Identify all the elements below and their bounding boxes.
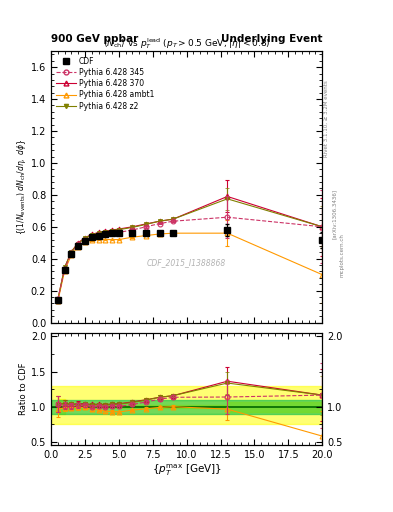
Bar [51,386,322,424]
Bar [51,400,322,414]
Text: Rivet 3.1.10, ≥ 3.2M events: Rivet 3.1.10, ≥ 3.2M events [324,81,329,157]
Text: 900 GeV ppbar: 900 GeV ppbar [51,33,138,44]
Text: Underlying Event: Underlying Event [221,33,322,44]
Title: $\langle N_{\rm ch}\rangle$ vs $p_T^{\rm lead}$ ($p_T > 0.5$ GeV, $|\eta| < 0.8$: $\langle N_{\rm ch}\rangle$ vs $p_T^{\rm… [103,36,270,51]
Text: mcplots.cern.ch: mcplots.cern.ch [340,233,345,276]
Y-axis label: $\{(1/N_{\rm events})\ dN_{\rm ch}/d\eta,\ d\phi\}$: $\{(1/N_{\rm events})\ dN_{\rm ch}/d\eta… [15,139,28,235]
X-axis label: $\{p_T^{\rm max}$ [GeV]$\}$: $\{p_T^{\rm max}$ [GeV]$\}$ [152,463,222,479]
Y-axis label: Ratio to CDF: Ratio to CDF [19,363,28,415]
Text: [arXiv:1306.3436]: [arXiv:1306.3436] [332,189,337,239]
Legend: CDF, Pythia 6.428 345, Pythia 6.428 370, Pythia 6.428 ambt1, Pythia 6.428 z2: CDF, Pythia 6.428 345, Pythia 6.428 370,… [55,55,156,112]
Text: CDF_2015_I1388868: CDF_2015_I1388868 [147,259,226,267]
